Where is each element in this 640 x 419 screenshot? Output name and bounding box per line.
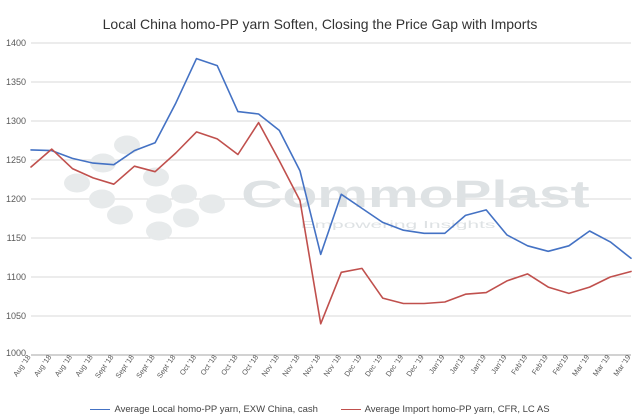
svg-text:Jan'19: Jan'19 xyxy=(448,353,468,376)
svg-text:Mar '19: Mar '19 xyxy=(591,353,612,378)
svg-text:Dec '19: Dec '19 xyxy=(384,353,405,378)
svg-text:Nov '18: Nov '18 xyxy=(280,353,301,378)
svg-text:Mar '19: Mar '19 xyxy=(570,353,591,378)
svg-text:Dec '19: Dec '19 xyxy=(404,353,425,378)
svg-text:Oct '18: Oct '18 xyxy=(240,353,261,377)
svg-text:1050: 1050 xyxy=(6,311,26,321)
svg-text:Mar '19: Mar '19 xyxy=(611,353,632,378)
svg-text:Jan'19: Jan'19 xyxy=(468,353,488,376)
svg-text:1150: 1150 xyxy=(7,233,26,243)
svg-text:1300: 1300 xyxy=(6,116,26,126)
svg-text:1250: 1250 xyxy=(6,155,26,165)
svg-text:CommoPlast: CommoPlast xyxy=(241,173,589,215)
svg-text:Oct '18: Oct '18 xyxy=(178,353,199,377)
svg-text:Dec '19: Dec '19 xyxy=(363,353,384,378)
svg-text:Sept '18: Sept '18 xyxy=(93,353,116,380)
svg-text:1200: 1200 xyxy=(6,194,26,204)
svg-text:Aug '18: Aug '18 xyxy=(32,353,53,378)
svg-text:Feb'19: Feb'19 xyxy=(530,353,550,376)
svg-text:Sept '18: Sept '18 xyxy=(155,353,178,380)
svg-text:Oct '18: Oct '18 xyxy=(219,353,240,377)
svg-text:1100: 1100 xyxy=(7,272,26,282)
svg-text:Feb'19: Feb'19 xyxy=(509,353,529,376)
svg-text:Jan'19: Jan'19 xyxy=(427,353,447,376)
svg-text:Dec '19: Dec '19 xyxy=(342,353,363,378)
svg-text:Sept '18: Sept '18 xyxy=(134,353,157,380)
svg-text:Sept '18: Sept '18 xyxy=(113,353,136,380)
svg-text:Nov '18: Nov '18 xyxy=(301,353,322,378)
svg-text:Jan'19: Jan'19 xyxy=(489,353,509,376)
svg-text:Oct '18: Oct '18 xyxy=(198,353,219,377)
svg-text:Nov '18: Nov '18 xyxy=(260,353,281,378)
svg-text:1400: 1400 xyxy=(6,38,26,48)
svg-text:1350: 1350 xyxy=(6,77,26,87)
svg-text:Aug '18: Aug '18 xyxy=(53,353,74,378)
svg-text:Nov '18: Nov '18 xyxy=(322,353,343,378)
svg-text:Aug '18: Aug '18 xyxy=(73,353,94,378)
svg-text:Feb'19: Feb'19 xyxy=(550,353,570,376)
